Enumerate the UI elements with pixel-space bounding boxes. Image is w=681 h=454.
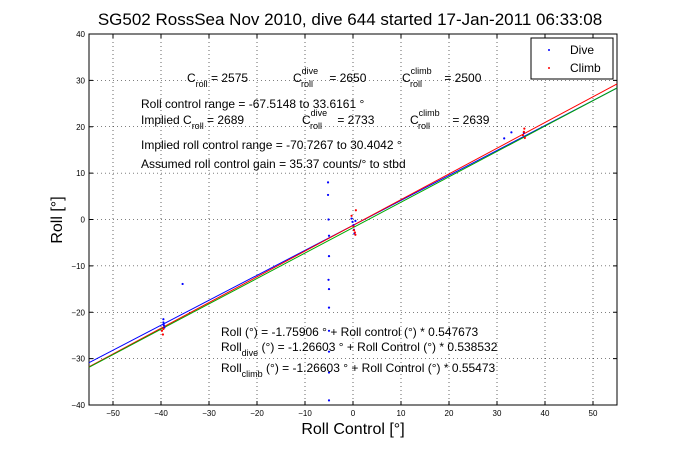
data-point-dive — [351, 220, 354, 223]
annotation-fit-climb: Rollclimb (°) = -1.26603 ° + Roll Contro… — [221, 361, 496, 379]
data-point-dive — [350, 217, 353, 220]
data-point-dive — [162, 318, 165, 321]
data-point-climb — [161, 333, 165, 336]
y-tick-label: −40 — [71, 401, 85, 410]
annotation-fit: Roll (°) = -1.75906 ° + Roll control (°)… — [221, 325, 479, 339]
annotation-fit-dive: Rolldive (°) = -1.26603 ° + Roll Control… — [221, 340, 498, 358]
annotation-c-roll-dive: Cdive roll = 2650 — [293, 66, 367, 89]
y-tick-label: −10 — [71, 262, 85, 271]
data-point-dive — [327, 287, 331, 291]
data-point-climb — [354, 209, 357, 212]
x-tick-label: 20 — [445, 409, 454, 418]
data-point-dive — [327, 306, 331, 309]
data-point-dive — [327, 329, 331, 332]
data-point-climb — [521, 133, 525, 137]
data-point-dive — [327, 218, 330, 221]
data-point-climb — [523, 136, 526, 139]
data-point-climb — [160, 329, 164, 332]
data-point-dive — [162, 321, 165, 324]
data-point-dive — [326, 193, 330, 197]
data-point-dive — [327, 255, 331, 258]
data-point-climb — [350, 214, 353, 217]
legend: Dive Climb — [530, 37, 614, 80]
data-points — [160, 127, 526, 402]
x-tick-label: 0 — [351, 409, 356, 418]
data-point-dive — [327, 278, 330, 281]
y-tick-label: 10 — [76, 169, 85, 178]
annotation-implied-range: Implied roll control range = -70.7267 to… — [141, 138, 402, 152]
x-tick-label: −40 — [154, 409, 168, 418]
data-point-dive — [181, 282, 184, 286]
annotation-range: Roll control range = -67.5148 to 33.6161… — [141, 97, 364, 111]
annotation-implied-c-climb: Cclimb roll = 2639 — [410, 108, 490, 131]
legend-entry-dive: Dive — [570, 43, 594, 57]
data-point-climb — [522, 130, 525, 133]
legend-box — [530, 37, 614, 80]
x-tick-label: 50 — [589, 409, 598, 418]
data-point-climb — [352, 229, 356, 232]
data-point-dive — [354, 219, 357, 222]
x-tick-label: −30 — [202, 409, 216, 418]
data-point-dive — [510, 131, 513, 134]
legend-entry-climb: Climb — [570, 61, 601, 75]
x-tick-label: −20 — [250, 409, 264, 418]
x-tick-label: −50 — [106, 409, 120, 418]
y-tick-label: 0 — [81, 216, 86, 225]
ticks: −50 −40 −30 −20 −10 0 10 20 30 40 50 −40 −30 −20 −10 0 1… — [71, 30, 617, 418]
data-point-climb — [353, 231, 357, 234]
data-point-climb — [352, 225, 355, 228]
data-point-climb — [523, 127, 526, 130]
data-point-dive — [162, 324, 165, 327]
data-point-dive — [327, 350, 331, 353]
y-tick-label: 30 — [76, 76, 85, 85]
y-tick-label: 40 — [76, 30, 85, 39]
x-tick-label: 10 — [397, 409, 406, 418]
fit-line — [88, 87, 618, 368]
legend-marker-climb — [548, 67, 550, 69]
legend-marker-dive — [548, 49, 550, 51]
data-point-dive — [326, 181, 330, 184]
x-tick-label: −10 — [298, 409, 312, 418]
data-point-dive — [327, 371, 331, 374]
data-point-dive — [327, 399, 331, 402]
chart-title: SG502 RossSea Nov 2010, dive 644 started… — [98, 10, 602, 29]
annotation-implied-c-dive: Cdive roll = 2733 — [302, 108, 375, 131]
y-tick-label: −20 — [71, 308, 85, 317]
x-axis-label: Roll Control [°] — [301, 421, 404, 438]
data-point-climb — [354, 233, 357, 236]
x-tick-label: 40 — [541, 409, 550, 418]
annotation-gain: Assumed roll control gain = 35.37 counts… — [141, 157, 406, 171]
data-point-climb — [162, 327, 165, 331]
y-tick-label: −30 — [71, 355, 85, 364]
annotation-c-roll: Croll = 2575 — [187, 71, 248, 89]
data-point-dive — [503, 137, 506, 140]
data-point-dive — [327, 234, 331, 237]
annotation-implied-c: Implied Croll = 2689 — [141, 113, 244, 131]
y-tick-label: 20 — [76, 123, 85, 132]
annotation-c-roll-climb: Cclimb roll = 2500 — [402, 66, 482, 89]
y-axis-label: Roll [°] — [49, 196, 66, 243]
x-tick-label: 30 — [493, 409, 502, 418]
